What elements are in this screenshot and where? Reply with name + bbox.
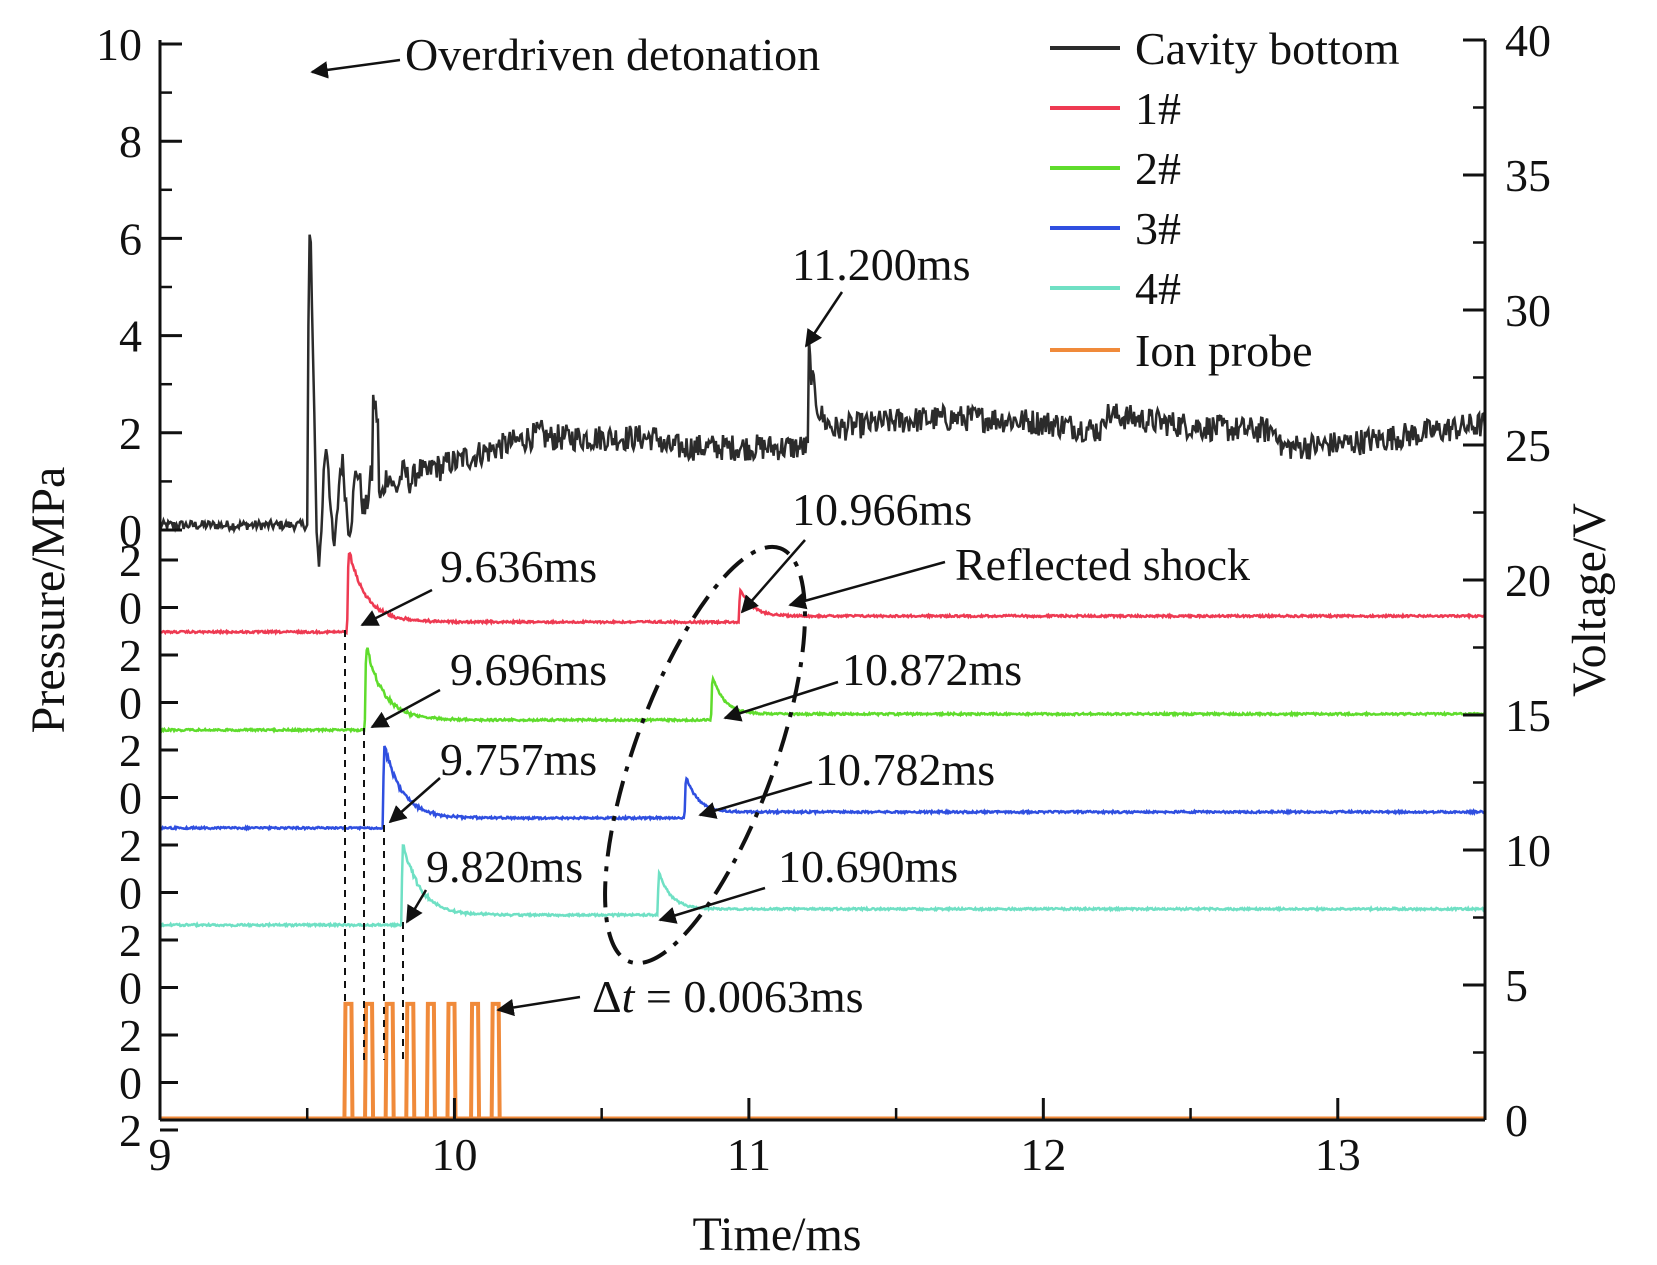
axes: 9 10 11 12 131086420202020202020240353025201… <box>96 15 1551 1180</box>
y-left-tick-label: 0 <box>119 505 142 556</box>
legend-label-3: 3# <box>1135 203 1181 254</box>
y-left-stack-label: 2 <box>119 915 142 966</box>
annotation-10782: 10.782ms <box>815 744 995 795</box>
y-left-stack-label: 2 <box>119 820 142 871</box>
y-left-stack-label: 0 <box>119 583 142 634</box>
y-left-tick-label: 8 <box>119 116 142 167</box>
ion-probe-pulse <box>469 1001 482 1119</box>
reflected-shock-ellipse <box>603 544 807 966</box>
y-right-tick-label: 40 <box>1505 15 1551 66</box>
arrow-9820 <box>405 889 428 924</box>
y-right-tick-label: 10 <box>1505 825 1551 876</box>
arrow-9757 <box>388 777 441 824</box>
legend: Cavity bottom 1# 2# 3# 4# Ion probe <box>1050 23 1400 376</box>
x-tick-label: 11 <box>727 1129 771 1180</box>
ion-probe-pulse <box>342 1001 355 1119</box>
arrow-10782 <box>698 780 813 819</box>
annotation-overdriven: Overdriven detonation <box>405 29 820 80</box>
x-tick-label: 10 <box>431 1129 477 1180</box>
dt-var: t <box>622 971 636 1022</box>
arrow-9636 <box>360 588 433 627</box>
arrow-10872 <box>723 680 839 722</box>
arrow-10966 <box>740 539 806 614</box>
annotation-10966: 10.966ms <box>792 484 972 535</box>
y-right-tick-label: 20 <box>1505 555 1551 606</box>
y-left-stack-label: 0 <box>119 1058 142 1109</box>
y-right-tick-label: 30 <box>1505 285 1551 336</box>
y-left-tick-label: 6 <box>119 213 142 264</box>
series-line-4 <box>159 844 1486 929</box>
legend-label-2: 2# <box>1135 143 1181 194</box>
annotation-dt: Δt = 0.0063ms <box>592 971 864 1022</box>
y-left-stack-label: 0 <box>119 868 142 919</box>
annotation-9820: 9.820ms <box>426 841 583 892</box>
x-tick-label: 12 <box>1020 1129 1066 1180</box>
y-right-tick-label: 25 <box>1505 420 1551 471</box>
ticks-layer: 9 10 11 12 131086420202020202020240353025201… <box>96 15 1551 1180</box>
ion-probe-pulse <box>363 1001 376 1119</box>
ion-probe-pulse <box>424 1001 437 1119</box>
series-layer <box>158 234 1487 1120</box>
annotations: Overdriven detonation 11.200ms 10.966ms … <box>405 29 1250 1022</box>
legend-label-1: 1# <box>1135 83 1181 134</box>
annotation-10690: 10.690ms <box>778 841 958 892</box>
y-left-stack-label: 2 <box>119 630 142 681</box>
ion-probe-pulse <box>445 1001 458 1119</box>
dt-value: = 0.0063ms <box>634 971 863 1022</box>
y-axis-left-label: Pressure/MPa <box>22 467 75 734</box>
ion-probe-pulse <box>489 1001 502 1119</box>
legend-label-cavity-bottom: Cavity bottom <box>1135 23 1400 74</box>
arrow-reflected <box>788 560 946 610</box>
arrow-dt <box>496 995 581 1017</box>
y-right-tick-label: 0 <box>1505 1095 1528 1146</box>
arrow-9696 <box>370 688 441 729</box>
y-right-tick-label: 15 <box>1505 690 1551 741</box>
onset-guides <box>344 630 404 1060</box>
annotation-10872: 10.872ms <box>842 644 1022 695</box>
x-tick-label: 9 <box>149 1129 172 1180</box>
annotation-9696: 9.696ms <box>450 644 607 695</box>
y-left-stack-label: 0 <box>119 963 142 1014</box>
ion-probe-pulse <box>404 1001 417 1119</box>
y-left-stack-label: 2 <box>119 1105 142 1156</box>
y-right-tick-label: 5 <box>1505 960 1528 1011</box>
y-left-stack-label: 0 <box>119 773 142 824</box>
annotation-11200: 11.200ms <box>792 239 970 290</box>
y-left-stack-label: 2 <box>119 725 142 776</box>
annotation-arrows <box>310 58 946 1017</box>
ion-probe-pulse <box>383 1001 396 1119</box>
arrow-overdriven <box>310 58 401 79</box>
y-right-tick-label: 35 <box>1505 150 1551 201</box>
arrow-11200 <box>804 291 844 348</box>
annotation-9636: 9.636ms <box>440 541 597 592</box>
series-line-cavity-bottom <box>158 234 1487 567</box>
annotation-reflected: Reflected shock <box>955 539 1250 590</box>
series-line-3 <box>159 745 1485 832</box>
x-tick-label: 13 <box>1315 1129 1361 1180</box>
y-left-stack-label: 0 <box>119 678 142 729</box>
series-line-1 <box>159 551 1486 636</box>
series-line-2 <box>159 647 1486 734</box>
annotation-9757: 9.757ms <box>440 734 597 785</box>
y-left-stack-label: 2 <box>119 535 142 586</box>
legend-label-ion-probe: Ion probe <box>1135 325 1313 376</box>
y-left-tick-label: 2 <box>119 408 142 459</box>
arrow-10690 <box>658 886 766 924</box>
y-axis-right-label: Voltage/V <box>1563 503 1616 697</box>
y-left-tick-label: 4 <box>119 311 142 362</box>
y-left-tick-label: 10 <box>96 19 142 70</box>
x-axis-label: Time/ms <box>693 1208 862 1261</box>
legend-label-4: 4# <box>1135 263 1181 314</box>
y-left-stack-label: 2 <box>119 1010 142 1061</box>
dt-delta: Δ <box>592 971 622 1022</box>
